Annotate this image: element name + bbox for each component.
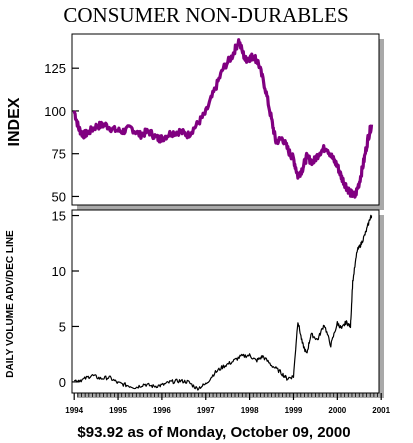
bottom-y-tick-label: 0 [59, 375, 66, 390]
x-tick-label: 1996 [153, 406, 171, 415]
top-y-axis: 50 75 100 125 [44, 61, 79, 204]
x-tick-label: 1995 [109, 406, 127, 415]
top-y-axis-label: INDEX [6, 97, 23, 146]
top-y-tick-label: 75 [52, 147, 66, 162]
bottom-y-axis: 0 5 10 15 [52, 209, 79, 390]
x-tick-label: 1999 [285, 406, 303, 415]
bottom-y-tick-label: 15 [52, 209, 66, 224]
top-y-tick-label: 50 [52, 189, 66, 204]
x-tick-label: 1997 [197, 406, 215, 415]
x-tick-label: 1998 [241, 406, 259, 415]
bottom-panel [71, 209, 380, 394]
x-tick-label: 1994 [65, 406, 83, 415]
bottom-y-tick-label: 5 [59, 319, 66, 334]
x-tick-label: 2000 [328, 406, 346, 415]
price-footer: $93.92 as of Monday, October 09, 2000 [77, 424, 350, 441]
top-y-tick-label: 100 [44, 104, 66, 119]
index-series-line [72, 38, 374, 199]
x-axis: 1994 1995 1996 1997 1998 1999 2000 2001 [65, 393, 391, 415]
top-panel [71, 33, 380, 206]
x-tick-label: 2001 [372, 406, 390, 415]
chart-title: CONSUMER NON-DURABLES [63, 3, 348, 27]
bottom-y-tick-label: 10 [52, 264, 66, 279]
bottom-y-axis-label: DAILY VOLUME ADV/DEC LINE [5, 230, 16, 378]
adv-dec-series-line [73, 214, 373, 391]
top-y-tick-label: 125 [44, 61, 66, 76]
